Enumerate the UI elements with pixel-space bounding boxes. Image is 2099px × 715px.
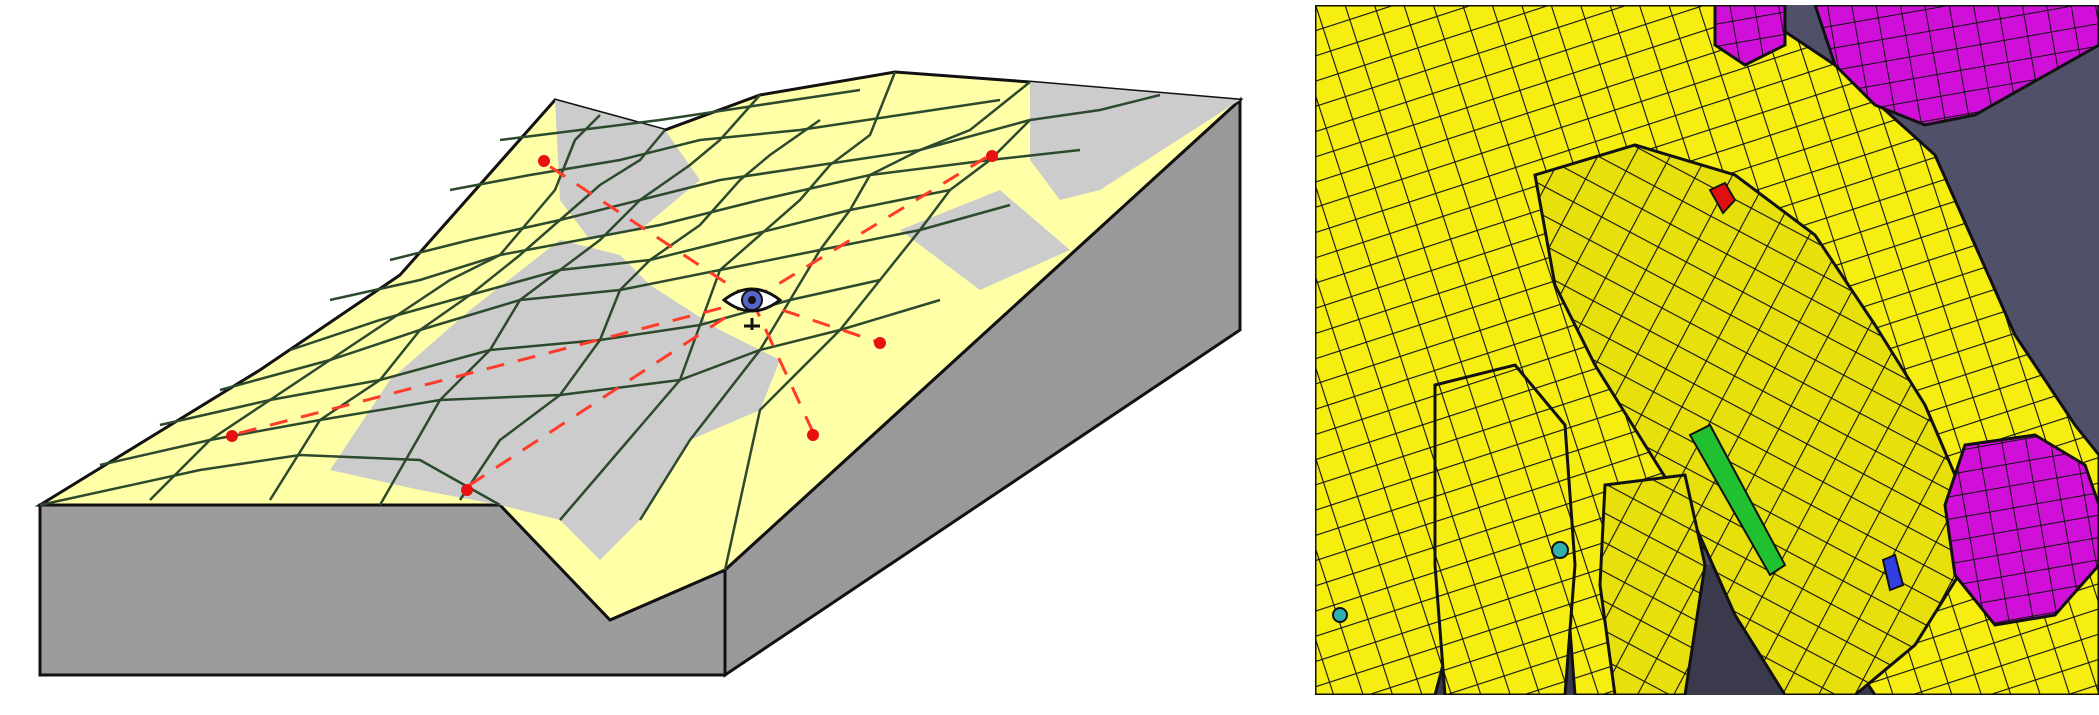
occluded-region-far-right: [900, 190, 1070, 290]
target-point: [226, 430, 238, 442]
highlighted-blue-face: [1881, 553, 1905, 592]
mesh-svg: [1315, 5, 2099, 695]
highlighted-green-strip: [1688, 423, 1787, 577]
sight-line-upper-right: [751, 153, 991, 302]
target-point: [461, 484, 473, 496]
target-points: [226, 150, 998, 496]
model-leg: [1433, 363, 1577, 695]
target-point: [538, 155, 550, 167]
highlighted-red-face: [1708, 181, 1737, 215]
occluded-region-upper: [555, 100, 700, 240]
sight-line-right: [751, 298, 879, 344]
magenta-horn: [1813, 5, 2099, 127]
model-leg: [1598, 473, 1707, 695]
viewer-eye-icon: [721, 287, 783, 330]
sight-line-upper-left: [539, 158, 753, 302]
terrain-visibility-diagram: [34, 70, 1244, 678]
target-point: [874, 337, 886, 349]
magenta-horn: [1713, 5, 1787, 67]
terrain-svg: [34, 70, 1244, 678]
sight-lines: [231, 153, 991, 490]
target-point: [807, 429, 819, 441]
cyan-patch: [1332, 607, 1348, 623]
sight-line-lower-left: [464, 298, 753, 490]
sight-line-lower-right: [750, 299, 814, 431]
model-head: [1533, 143, 1967, 695]
target-point: [986, 150, 998, 162]
magenta-nose: [1943, 433, 2099, 627]
sight-line-left: [231, 298, 753, 437]
cyan-patch: [1551, 541, 1569, 559]
quad-mesh-model-closeup: [1315, 5, 2099, 695]
